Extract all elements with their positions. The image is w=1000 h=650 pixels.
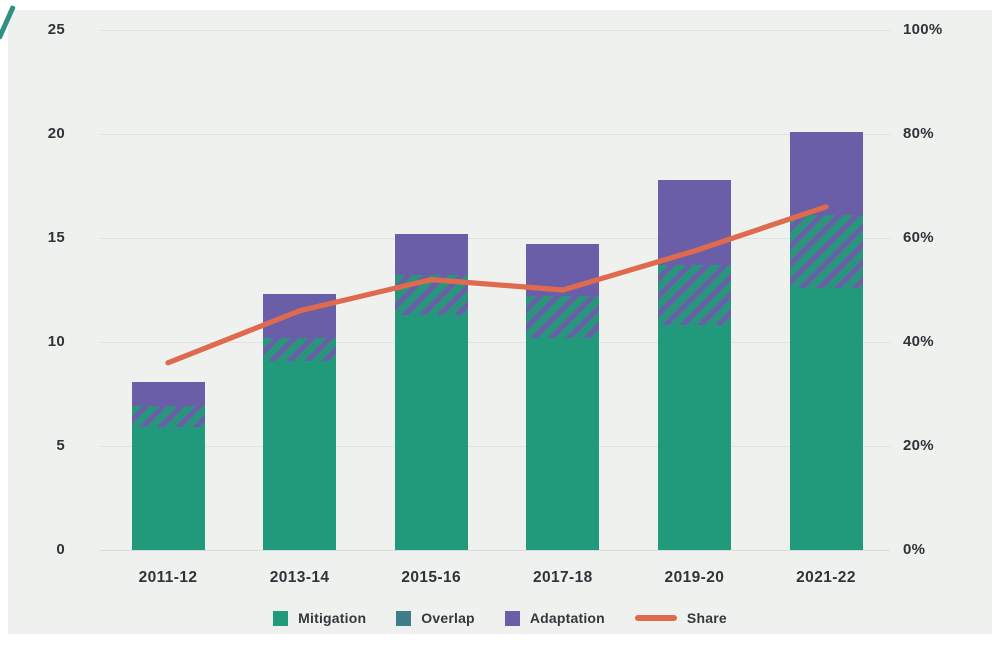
bar-segment-adaptation — [789, 131, 863, 216]
legend-item-overlap: Overlap — [396, 610, 475, 626]
legend-label: Overlap — [421, 610, 475, 626]
bar-segment-overlap — [526, 296, 600, 338]
bar-segment-adaptation — [526, 244, 600, 297]
gridline — [100, 342, 890, 343]
gridline — [100, 30, 890, 31]
y-axis-right-tick-label: 80% — [903, 125, 934, 143]
bar-segment-overlap — [657, 265, 731, 326]
y-axis-left-tick-label: 0 — [56, 541, 65, 559]
bar-segment-adaptation — [657, 179, 731, 266]
legend-item-adaptation: Adaptation — [504, 610, 605, 626]
bar-segment-overlap — [789, 215, 863, 288]
legend-label: Share — [686, 610, 727, 626]
y-axis-right-tick-label: 0% — [903, 541, 926, 559]
x-axis-category-label: 2011-12 — [138, 569, 198, 586]
bar-segment-mitigation — [526, 337, 600, 550]
bar-segment-adaptation — [394, 233, 468, 276]
bar-segment-mitigation — [394, 314, 468, 550]
bar-segment-mitigation — [263, 360, 337, 550]
legend-item-mitigation: Mitigation — [273, 610, 366, 626]
y-axis-left-tick-label: 10 — [47, 333, 65, 351]
legend-swatch-overlap — [396, 610, 412, 626]
legend-swatch-mitigation — [273, 610, 289, 626]
x-axis-category-label: 2017-18 — [532, 569, 593, 586]
legend-label: Adaptation — [529, 610, 605, 626]
x-axis-category-label: 2021-22 — [796, 569, 856, 586]
y-axis-left-tick-label: 25 — [47, 21, 65, 39]
legend-item-share: Share — [634, 610, 727, 626]
y-axis-right-tick-label: 20% — [903, 437, 934, 455]
gridline — [100, 134, 890, 135]
bar-segment-adaptation — [131, 381, 205, 407]
bar-segment-mitigation — [657, 325, 731, 550]
x-axis-category-label: 2015-16 — [401, 569, 462, 586]
y-axis-right-tick-label: 60% — [903, 229, 934, 247]
bar-segment-overlap — [131, 406, 205, 428]
legend: Mitigation Overlap Adaptation Share — [0, 610, 1000, 626]
x-axis-category-label: 2019-20 — [664, 569, 725, 586]
bar-segment-mitigation — [131, 427, 205, 550]
bar-segment-mitigation — [789, 287, 863, 550]
y-axis-left-tick-label: 20 — [47, 125, 65, 143]
bar-segment-overlap — [394, 275, 468, 315]
gridline — [100, 238, 890, 239]
legend-swatch-adaptation — [504, 610, 520, 626]
gridline — [100, 550, 890, 551]
y-axis-left-tick-label: 15 — [47, 229, 65, 247]
y-axis-right-tick-label: 40% — [903, 333, 934, 351]
y-axis-left-tick-label: 5 — [56, 437, 65, 455]
bar-segment-overlap — [263, 337, 337, 361]
legend-label: Mitigation — [298, 610, 367, 626]
y-axis-right-tick-label: 100% — [903, 21, 943, 39]
x-axis-category-label: 2013-14 — [269, 569, 330, 586]
legend-swatch-share — [634, 615, 677, 621]
bar-segment-adaptation — [263, 294, 337, 338]
gridline — [100, 446, 890, 447]
